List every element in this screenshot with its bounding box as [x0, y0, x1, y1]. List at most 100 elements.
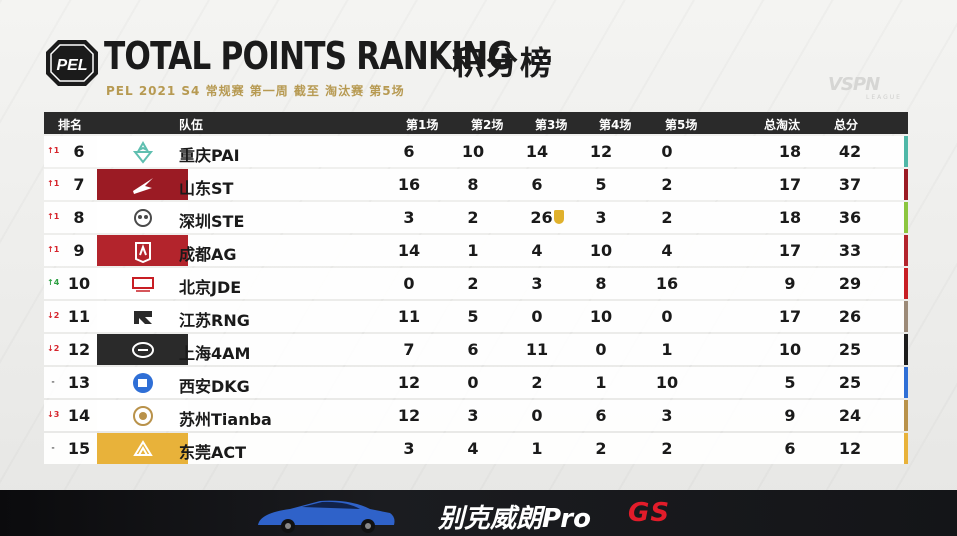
total-points: 25 — [838, 373, 862, 392]
header-game-3: 第3场 — [535, 118, 568, 132]
game-4-points: 10 — [589, 307, 613, 326]
team-color-bar — [904, 235, 908, 266]
table-row: - 13 西安DKG 12 0 2 1 10 5 25 — [44, 367, 908, 398]
rank-number: 8 — [73, 208, 85, 227]
header-game-4: 第4场 — [599, 118, 632, 132]
game-3-points: 1 — [531, 439, 543, 458]
team-color-bar — [904, 334, 908, 365]
rank-change: ↑4 — [47, 278, 60, 287]
game-2-points: 4 — [467, 439, 479, 458]
rank-number: 11 — [67, 307, 91, 326]
game-1-points: 14 — [397, 241, 421, 260]
game-3-points: 0 — [531, 406, 543, 425]
rank-change: ↑1 — [47, 245, 60, 254]
team-color-bar — [904, 202, 908, 233]
team-color-bar — [904, 268, 908, 299]
game-4-points: 12 — [589, 142, 613, 161]
game-4-points: 10 — [589, 241, 613, 260]
rank-number: 14 — [67, 406, 91, 425]
rank-change: ↑1 — [47, 179, 60, 188]
game-3-points: 3 — [531, 274, 543, 293]
total-eliminations: 17 — [778, 241, 802, 260]
team-color-bar — [904, 169, 908, 200]
ste-logo — [97, 202, 188, 233]
total-eliminations: 18 — [778, 142, 802, 161]
team-name: 山东ST — [179, 179, 234, 198]
pai-logo — [97, 136, 188, 167]
4am-logo — [97, 334, 188, 365]
game-3-points: 4 — [531, 241, 543, 260]
game-4-points: 1 — [595, 373, 607, 392]
page-title: TOTAL POINTS RANKING — [104, 34, 513, 78]
total-points: 24 — [838, 406, 862, 425]
pel-logo: PEL — [46, 40, 98, 86]
sponsor-banner — [0, 490, 957, 536]
game-2-points: 0 — [467, 373, 479, 392]
chicken-dinner-medal-icon — [553, 210, 564, 224]
table-row: ↑1 7 山东ST 16 8 6 5 2 17 37 — [44, 169, 908, 200]
rank-number: 7 — [73, 175, 85, 194]
table-row: -15 东莞ACT 3 4 1 2 2 6 12 — [44, 433, 908, 464]
game-1-points: 16 — [397, 175, 421, 194]
game-5-points: 16 — [655, 274, 679, 293]
total-eliminations: 18 — [778, 208, 802, 227]
total-eliminations: 17 — [778, 307, 802, 326]
table-header: 排名 队伍 第1场 第2场 第3场 第4场 第5场 总淘汰 总分 — [44, 112, 908, 134]
rank-change: - — [51, 377, 55, 386]
game-2-points: 2 — [467, 274, 479, 293]
game-3-points: 0 — [531, 307, 543, 326]
game-4-points: 0 — [595, 340, 607, 359]
game-5-points: 3 — [661, 406, 673, 425]
team-color-bar — [904, 400, 908, 431]
game-1-points: 6 — [403, 142, 415, 161]
game-2-points: 8 — [467, 175, 479, 194]
game-5-points: 0 — [661, 307, 673, 326]
table-row: ↑1 8 深圳STE 3 2 26 3 2 18 36 — [44, 202, 908, 233]
rank-change: ↑1 — [47, 146, 60, 155]
game-2-points: 1 — [467, 241, 479, 260]
table-row: ↑4 10 北京JDE 0 2 3 8 16 9 29 — [44, 268, 908, 299]
team-name: 西安DKG — [179, 377, 250, 396]
rank-change: ↓3 — [47, 410, 60, 419]
vspn-watermark-sub: LEAGUE — [866, 94, 902, 101]
tianba-logo — [97, 400, 188, 431]
header-rank: 排名 — [58, 118, 83, 132]
team-name: 深圳STE — [179, 212, 245, 231]
rank-change: - — [51, 443, 55, 452]
act-logo — [97, 433, 188, 464]
team-color-bar — [904, 136, 908, 167]
total-eliminations: 9 — [784, 274, 796, 293]
game-1-points: 3 — [403, 439, 415, 458]
sponsor-text: 别克威朗Pro — [438, 504, 591, 534]
total-points: 12 — [838, 439, 862, 458]
game-5-points: 10 — [655, 373, 679, 392]
game-2-points: 10 — [461, 142, 485, 161]
total-eliminations: 5 — [784, 373, 796, 392]
total-points: 25 — [838, 340, 862, 359]
total-points: 29 — [838, 274, 862, 293]
game-1-points: 12 — [397, 373, 421, 392]
rank-number: 12 — [67, 340, 91, 359]
vspn-watermark: VSPN — [828, 74, 880, 95]
rng-logo — [97, 301, 188, 332]
total-points: 42 — [838, 142, 862, 161]
game-2-points: 5 — [467, 307, 479, 326]
game-5-points: 2 — [661, 208, 673, 227]
rank-number: 10 — [67, 274, 91, 293]
total-points: 33 — [838, 241, 862, 260]
game-2-points: 6 — [467, 340, 479, 359]
team-name: 江苏RNG — [179, 311, 250, 330]
rank-change: ↓2 — [47, 311, 60, 320]
team-color-bar — [904, 301, 908, 332]
game-4-points: 6 — [595, 406, 607, 425]
team-name: 苏州Tianba — [179, 410, 272, 429]
game-3-points: 2 — [531, 373, 543, 392]
game-1-points: 11 — [397, 307, 421, 326]
table-row: ↑1 6 重庆PAI 6 10 14 12 0 18 42 — [44, 136, 908, 167]
ranking-table: 排名 队伍 第1场 第2场 第3场 第4场 第5场 总淘汰 总分 ↑1 6 重庆PA… — [44, 112, 908, 464]
page-subtitle: PEL 2021 S4 常规赛 第一周 截至 淘汰赛 第5场 — [106, 84, 405, 98]
total-eliminations: 17 — [778, 175, 802, 194]
team-color-bar — [904, 433, 908, 464]
team-name: 东莞ACT — [179, 443, 247, 462]
ag-logo — [97, 235, 188, 266]
